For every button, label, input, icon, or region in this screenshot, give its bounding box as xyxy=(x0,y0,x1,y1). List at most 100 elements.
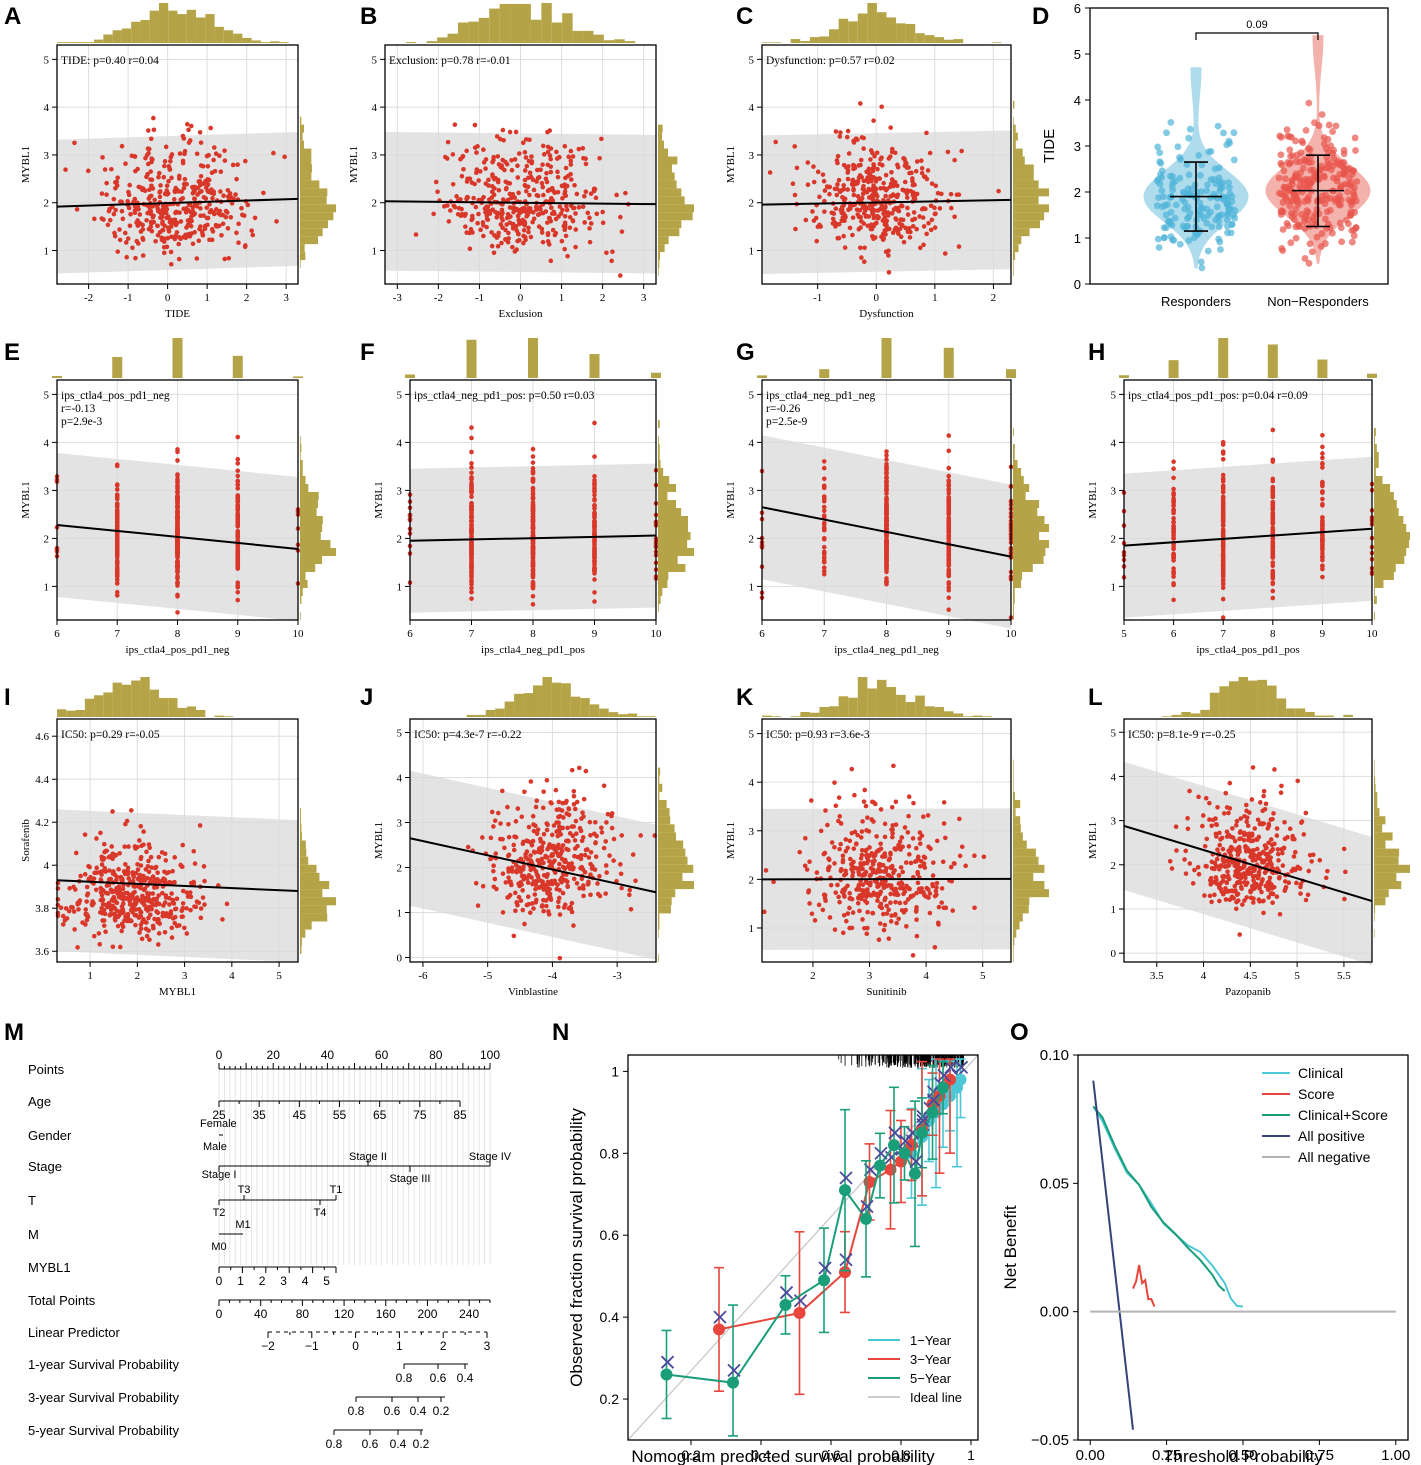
hist-bar-top xyxy=(943,39,954,43)
data-point xyxy=(1220,547,1226,553)
y-tick-label: 2 xyxy=(749,198,755,210)
data-point xyxy=(902,163,908,169)
data-point xyxy=(92,870,97,876)
hist-bar-right xyxy=(1013,580,1022,588)
data-point xyxy=(614,192,619,198)
data-point xyxy=(888,919,894,924)
hist-bar-right xyxy=(658,508,682,516)
data-point xyxy=(235,162,240,167)
data-point xyxy=(557,955,563,961)
data-point xyxy=(492,876,498,882)
hist-bar-top xyxy=(982,716,992,717)
data-point xyxy=(522,177,528,183)
data-point xyxy=(530,529,536,535)
data-point xyxy=(884,487,889,493)
data-point xyxy=(839,218,845,224)
hist-bar-top xyxy=(934,707,944,717)
data-point xyxy=(235,486,241,491)
data-point xyxy=(541,908,546,914)
data-point xyxy=(114,539,120,545)
hist-bar-top xyxy=(790,39,801,43)
data-point xyxy=(834,158,840,163)
data-point xyxy=(175,550,180,555)
hist-bar-right xyxy=(658,444,660,452)
hist-bar-right xyxy=(1013,500,1040,508)
data-point xyxy=(160,203,166,209)
hist-bar-top xyxy=(279,42,289,43)
hist-bar-right xyxy=(658,188,682,197)
data-point xyxy=(917,836,922,841)
data-point xyxy=(96,931,102,936)
data-point xyxy=(235,566,241,571)
data-point xyxy=(145,161,151,167)
data-point xyxy=(855,193,861,199)
x-tick-label: 5 xyxy=(1121,628,1127,640)
hist-bar-right xyxy=(658,872,683,881)
data-point xyxy=(921,206,926,211)
hist-bar-right xyxy=(658,580,668,588)
y-tick-label: 2 xyxy=(749,874,755,886)
data-point xyxy=(550,853,556,858)
data-point xyxy=(880,218,886,223)
data-point xyxy=(898,865,904,870)
y-tick-label: 3.6 xyxy=(35,946,49,958)
data-point xyxy=(935,190,941,196)
data-point xyxy=(562,182,567,187)
y-axis-label: MYBL1 xyxy=(373,822,385,859)
data-point xyxy=(1171,466,1176,472)
data-point xyxy=(803,835,808,841)
hist-bar-right xyxy=(1013,775,1014,784)
data-point xyxy=(173,210,178,216)
data-point xyxy=(198,906,204,911)
data-point xyxy=(535,873,541,879)
data-point xyxy=(114,589,120,595)
data-point xyxy=(532,892,538,897)
data-point xyxy=(192,861,198,866)
hist-bar-right xyxy=(658,268,659,277)
data-point xyxy=(473,880,479,886)
data-point xyxy=(533,823,538,829)
data-point xyxy=(823,808,828,813)
data-point xyxy=(917,830,923,835)
hist-bar-right xyxy=(1013,444,1015,452)
data-point xyxy=(511,847,517,853)
data-point xyxy=(110,871,116,876)
y-tick-label: 1 xyxy=(1111,581,1117,593)
y-tick-label: 1 xyxy=(397,581,403,593)
data-point xyxy=(114,877,119,883)
data-point xyxy=(469,488,474,494)
hist-bar-right xyxy=(1013,188,1049,197)
data-point xyxy=(867,882,873,888)
data-point xyxy=(210,229,216,234)
data-point xyxy=(488,835,494,841)
hist-bar-right xyxy=(1013,540,1049,548)
data-point xyxy=(940,859,946,865)
data-point xyxy=(592,510,597,516)
data-point xyxy=(182,151,187,157)
data-point xyxy=(193,186,198,192)
stat-annotation: Dysfunction: p=0.57 r=0.02 xyxy=(766,55,895,67)
data-point xyxy=(821,494,827,500)
data-point xyxy=(101,907,107,913)
data-point xyxy=(864,847,869,853)
hist-bar-top xyxy=(580,698,590,717)
hist-bar-right xyxy=(300,452,301,460)
data-point xyxy=(150,186,156,191)
data-point xyxy=(833,224,838,229)
data-point xyxy=(413,232,419,237)
data-point xyxy=(550,881,555,887)
data-point xyxy=(926,895,931,900)
data-point xyxy=(166,229,172,234)
hist-bar-right xyxy=(658,436,659,444)
data-point xyxy=(885,872,891,878)
data-point xyxy=(164,870,170,876)
data-point xyxy=(249,228,254,233)
data-point xyxy=(841,912,847,918)
data-point xyxy=(524,188,529,194)
data-point xyxy=(544,777,550,783)
hist-bar-top xyxy=(905,23,916,43)
hist-bar-top xyxy=(205,14,215,43)
data-point xyxy=(511,209,516,215)
data-point xyxy=(836,818,841,824)
data-point xyxy=(513,129,519,135)
